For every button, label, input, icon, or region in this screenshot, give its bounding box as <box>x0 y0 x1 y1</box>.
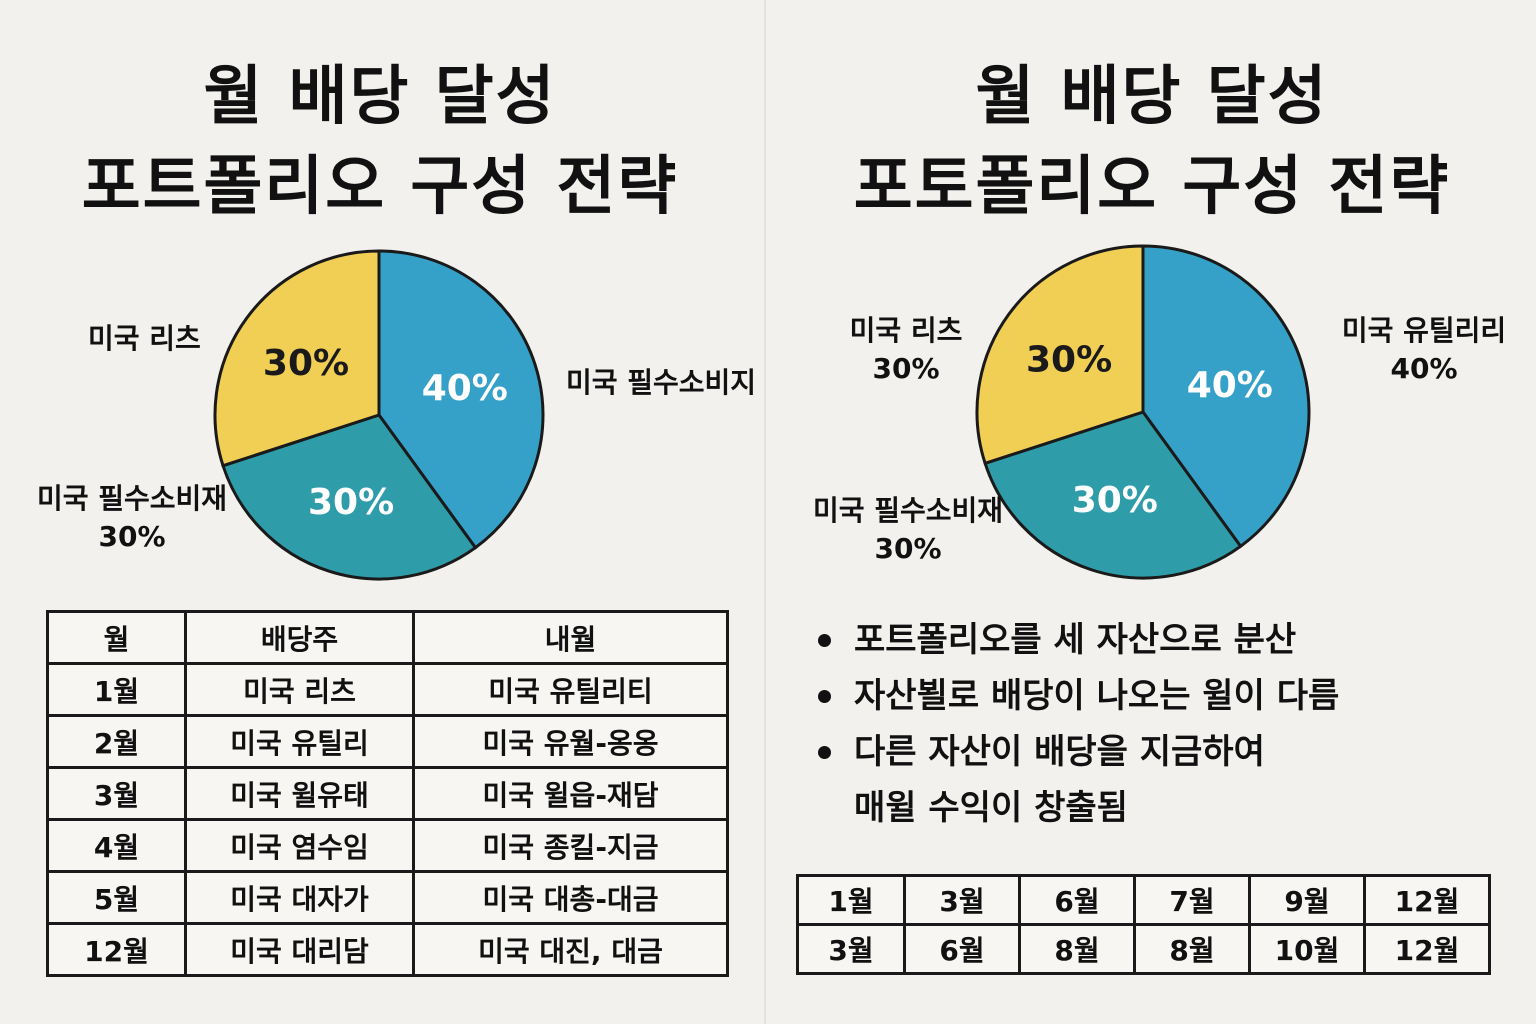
left-label-staples-bottom-pct: 30% <box>98 520 166 553</box>
schedule-row: 3월 6월 8월 8월 10월 12월 <box>796 923 1491 975</box>
left-pie-slice <box>221 413 478 581</box>
left-title-line1: 월 배당 달성 <box>203 60 557 134</box>
right-label-util-name: 미국 유틸리리 <box>1341 314 1507 347</box>
table-cell-stock: 미국 유틸리 <box>184 714 415 769</box>
table-row: 2월 미국 유틸리 미국 유월-옹옹 <box>46 714 729 769</box>
table-cell-next: 미국 윌읍-재담 <box>412 766 729 821</box>
schedule-cell: 3월 <box>903 874 1021 926</box>
schedule-cell: 10월 <box>1248 923 1366 975</box>
panel-divider <box>764 0 766 1024</box>
left-pie-slice <box>213 249 381 468</box>
table-row: 5월 미국 대자가 미국 대총-대금 <box>46 870 729 925</box>
table-row: 3월 미국 윌유태 미국 윌읍-재담 <box>46 766 729 821</box>
right-label-staples: 미국 필수소비재 30% <box>810 492 1006 568</box>
table-cell-month: 2월 <box>46 714 187 769</box>
table-cell-month: 5월 <box>46 870 187 925</box>
left-label-staples-bottom: 미국 필수소비재 30% <box>22 480 242 556</box>
schedule-cell: 1월 <box>796 874 906 926</box>
right-label-reits-pct: 30% <box>872 352 940 385</box>
schedule-cell: 6월 <box>903 923 1021 975</box>
bullet-dot-icon <box>818 690 831 703</box>
table-header-row: 월 배당주 내월 <box>46 610 729 665</box>
table-cell-next: 미국 종킬-지금 <box>412 818 729 873</box>
schedule-cell: 12월 <box>1363 923 1491 975</box>
schedule-cell: 7월 <box>1133 874 1251 926</box>
right-pie-percent-label: 30% <box>1026 339 1112 380</box>
schedule-cell: 3월 <box>796 923 906 975</box>
table-cell-stock: 미국 대자가 <box>184 870 415 925</box>
right-label-util: 미국 유틸리리 40% <box>1334 312 1514 388</box>
bullet-text: 포트폴리오를 세 자산으로 분산 <box>854 620 1297 660</box>
bullet-item: 포트폴리오를 세 자산으로 분산 <box>818 612 1498 668</box>
right-title: 월 배당 달성 포토폴리오 구성 전략 <box>768 52 1536 232</box>
right-pie-slice <box>983 410 1243 580</box>
right-label-reits: 미국 리츠 30% <box>836 312 976 388</box>
right-label-staples-pct: 30% <box>874 532 942 565</box>
left-label-staples-bottom-name: 미국 필수소비재 <box>36 482 228 515</box>
schedule-cell: 8월 <box>1133 923 1251 975</box>
right-label-staples-name: 미국 필수소비재 <box>812 494 1004 527</box>
right-label-util-pct: 40% <box>1390 352 1458 385</box>
table-cell-stock: 미국 리츠 <box>184 662 415 717</box>
right-pie-slice <box>1141 244 1311 549</box>
left-title: 월 배당 달성 포트폴리오 구성 전략 <box>0 52 760 232</box>
right-pie-percent-label: 30% <box>1072 480 1158 521</box>
left-pie-slice <box>377 249 545 550</box>
table-cell-stock: 미국 대리담 <box>184 922 415 977</box>
schedule-cell: 9월 <box>1248 874 1366 926</box>
right-pie-slice <box>975 244 1145 466</box>
table-cell-month: 4월 <box>46 818 187 873</box>
bullet-dot-icon <box>818 746 831 759</box>
right-title-line2: 포토폴리오 구성 전략 <box>853 150 1451 224</box>
table-cell-next: 미국 유틸리티 <box>412 662 729 717</box>
table-cell-next: 미국 대진, 대금 <box>412 922 729 977</box>
table-header-next: 내월 <box>412 610 729 665</box>
left-panel: 월 배당 달성 포트폴리오 구성 전략 40% 30% 30% 미국 리츠 미국 필… <box>0 0 760 1024</box>
payout-schedule-table: 1월 3월 6월 7월 9월 12월 3월 6월 8월 8월 10월 12월 <box>796 874 1491 975</box>
table-cell-month: 1월 <box>46 662 187 717</box>
schedule-cell: 12월 <box>1363 874 1491 926</box>
right-panel: 월 배당 달성 포토폴리오 구성 전략 40% 30% 30% 미국 리츠 30% … <box>768 0 1536 1024</box>
left-pie-chart: 40% 30% 30% <box>213 249 545 581</box>
right-title-line1: 월 배당 달성 <box>975 60 1329 134</box>
right-pie-chart: 40% 30% 30% <box>975 244 1311 580</box>
bullet-dot-icon <box>818 634 831 647</box>
schedule-cell: 8월 <box>1018 923 1136 975</box>
table-cell-month: 12월 <box>46 922 187 977</box>
bullet-text: 다른 자산이 배당을 지금하여 <box>854 732 1265 772</box>
table-cell-stock: 미국 윌유태 <box>184 766 415 821</box>
left-title-line2: 포트폴리오 구성 전략 <box>81 150 679 224</box>
table-row: 4월 미국 염수임 미국 종킬-지금 <box>46 818 729 873</box>
right-label-reits-name: 미국 리츠 <box>849 314 963 347</box>
left-pie-percent-label: 30% <box>308 482 394 523</box>
left-dividend-table: 월 배당주 내월 1월 미국 리츠 미국 유틸리티 2월 미국 유틸리 미국 유월-옹옹 3… <box>46 610 729 977</box>
table-cell-next: 미국 유월-옹옹 <box>412 714 729 769</box>
table-cell-month: 3월 <box>46 766 187 821</box>
right-pie-percent-label: 40% <box>1187 365 1273 406</box>
table-cell-next: 미국 대총-대금 <box>412 870 729 925</box>
schedule-row: 1월 3월 6월 7월 9월 12월 <box>796 874 1491 926</box>
left-pie-percent-label: 30% <box>263 343 349 384</box>
table-header-month: 월 <box>46 610 187 665</box>
bullet-text: 매윌 수익이 창출됨 <box>854 788 1128 828</box>
bullet-text: 자산뵐로 배당이 나오는 윌이 다름 <box>854 676 1340 716</box>
schedule-cell: 6월 <box>1018 874 1136 926</box>
table-cell-stock: 미국 염수임 <box>184 818 415 873</box>
left-pie-percent-label: 40% <box>422 368 508 409</box>
bullet-item: 자산뵐로 배당이 나오는 윌이 다름 <box>818 668 1498 724</box>
table-row: 1월 미국 리츠 미국 유틸리티 <box>46 662 729 717</box>
left-label-staples-top: 미국 필수소비지 <box>566 366 757 399</box>
left-label-reits: 미국 리츠 <box>88 322 201 355</box>
table-row: 12월 미국 대리담 미국 대진, 대금 <box>46 922 729 977</box>
table-header-stock: 배당주 <box>184 610 415 665</box>
